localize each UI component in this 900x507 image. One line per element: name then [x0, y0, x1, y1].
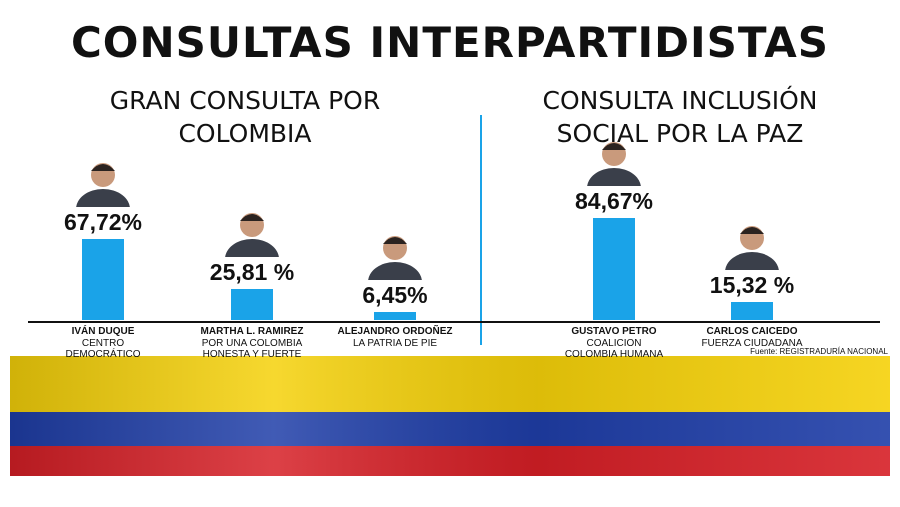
- source: Fuente: REGISTRADURÍA NACIONAL: [750, 347, 888, 356]
- value-label: 67,72%: [63, 208, 142, 235]
- photo-figure: [76, 162, 130, 207]
- photo: [75, 155, 131, 207]
- bar: [731, 301, 773, 320]
- divider: [480, 115, 482, 345]
- party-label: CENTRO DEMOCRÁTICO: [65, 338, 141, 360]
- value-label: 15,32 %: [709, 271, 795, 298]
- photo-figure: [225, 213, 279, 258]
- category-label: CARLOS CAICEDO: [706, 326, 798, 337]
- party-label: LA PATRIA DE PIE: [352, 338, 438, 349]
- photo: [586, 134, 642, 187]
- category-label: ALEJANDRO ORDOÑEZ: [337, 326, 453, 337]
- category-label: GUSTAVO PETRO: [571, 326, 657, 337]
- party-label: POR UNA COLOMBIA HONESTA Y FUERTE: [201, 338, 303, 360]
- photo: [367, 228, 423, 281]
- main-title: CONSULTAS INTERPARTIDISTAS: [70, 18, 830, 67]
- party-label: FUERZA CIUDADANA: [701, 338, 803, 349]
- party-label: COALICION COLOMBIA HUMANA: [564, 338, 664, 360]
- value-label: 6,45%: [362, 282, 428, 309]
- bar: [82, 238, 124, 320]
- photo-figure: [368, 236, 422, 281]
- baseline: [28, 321, 880, 323]
- bar: [374, 312, 416, 320]
- value-label: 84,67%: [574, 188, 653, 215]
- photo: [224, 205, 280, 258]
- bar: [593, 218, 635, 320]
- photo-figure: [725, 225, 779, 270]
- chart-title: CONSULTA INCLUSIÓN SOCIAL POR LA PAZ: [542, 86, 818, 148]
- chart-title: GRAN CONSULTA POR COLOMBIA: [109, 86, 381, 148]
- bar: [231, 289, 273, 320]
- category-label: IVÁN DUQUE: [71, 326, 135, 337]
- category-label: MARTHA L. RAMIREZ: [200, 326, 304, 337]
- value-label: 25,81 %: [209, 259, 295, 286]
- flag: [10, 356, 890, 476]
- photo-figure: [587, 142, 641, 187]
- photo: [724, 218, 780, 270]
